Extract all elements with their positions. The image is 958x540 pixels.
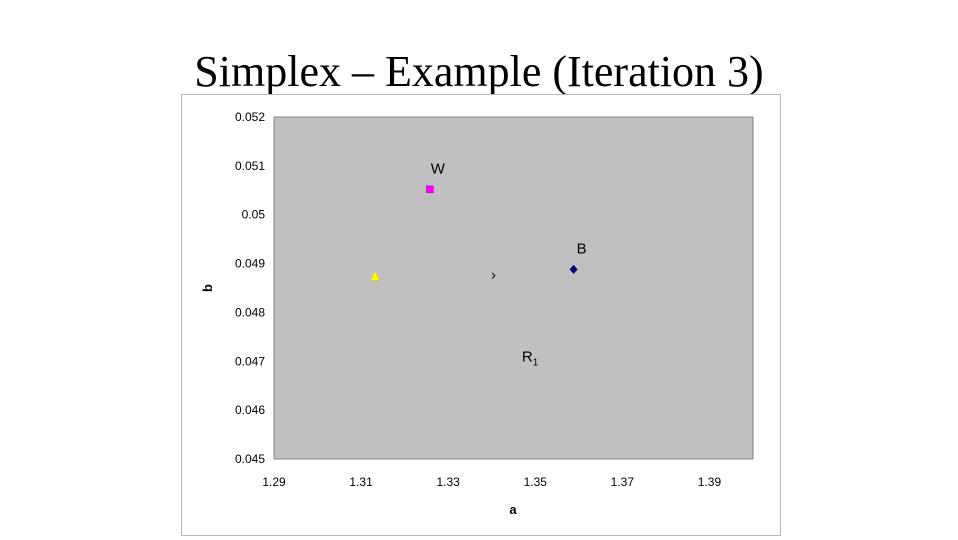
y-tick-label: 0.046 bbox=[235, 403, 265, 417]
x-tick-label: 1.39 bbox=[698, 475, 722, 489]
x-tick-labels: 1.29 1.31 1.33 1.35 1.37 1.39 bbox=[262, 475, 721, 489]
x-tick-label: 1.35 bbox=[524, 475, 548, 489]
point-marker-w bbox=[426, 185, 434, 194]
y-tick-label: 0.051 bbox=[235, 159, 265, 173]
annotation-label: R1 bbox=[522, 348, 539, 368]
point-label-b: B bbox=[577, 240, 587, 257]
x-tick-label: 1.37 bbox=[611, 475, 635, 489]
y-axis-label: b bbox=[200, 284, 215, 292]
point-label-w: W bbox=[431, 160, 446, 177]
y-tick-label: 0.045 bbox=[235, 452, 265, 466]
slide-title: Simplex – Example (Iteration 3) bbox=[194, 47, 764, 96]
y-tick-label: 0.048 bbox=[235, 305, 265, 319]
plot-area bbox=[273, 116, 754, 460]
x-axis-label: a bbox=[509, 502, 517, 517]
y-tick-label: 0.052 bbox=[235, 110, 265, 124]
annotation-label: › bbox=[491, 266, 496, 283]
x-tick-label: 1.31 bbox=[349, 475, 373, 489]
data-points: WB bbox=[370, 160, 587, 281]
chart-annotations: R1 › bbox=[491, 266, 539, 368]
y-tick-label: 0.047 bbox=[235, 354, 265, 368]
x-tick-label: 1.33 bbox=[437, 475, 461, 489]
y-tick-labels: 0.045 0.046 0.047 0.048 0.049 0.05 0.051 0.052 bbox=[235, 110, 265, 466]
point-marker-unlabeled bbox=[370, 270, 380, 281]
y-tick-label: 0.05 bbox=[242, 208, 266, 222]
point-marker-b bbox=[569, 264, 578, 274]
y-tick-label: 0.049 bbox=[235, 257, 265, 271]
x-tick-label: 1.29 bbox=[262, 475, 286, 489]
